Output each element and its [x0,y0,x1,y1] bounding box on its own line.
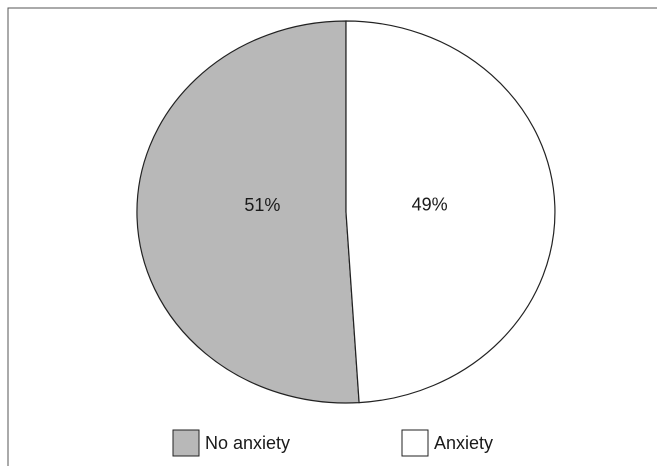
pie-slice-anxiety [345,20,556,404]
legend: No anxiety Anxiety [172,429,493,457]
data-label-anxiety: 49% [412,194,448,214]
legend-label-anxiety: Anxiety [434,433,493,453]
pie-slice-labels: 51% 49% [244,194,447,215]
legend-label-no-anxiety: No anxiety [205,433,290,453]
legend-item-anxiety: Anxiety [401,429,493,457]
legend-item-no-anxiety: No anxiety [172,429,290,457]
legend-swatch-anxiety [401,429,429,457]
legend-swatch-no-anxiety [172,429,200,457]
pie-slice-no-anxiety [136,20,360,404]
pie-slices [136,20,556,404]
data-label-no-anxiety: 51% [244,195,280,215]
chart-frame [7,7,657,466]
